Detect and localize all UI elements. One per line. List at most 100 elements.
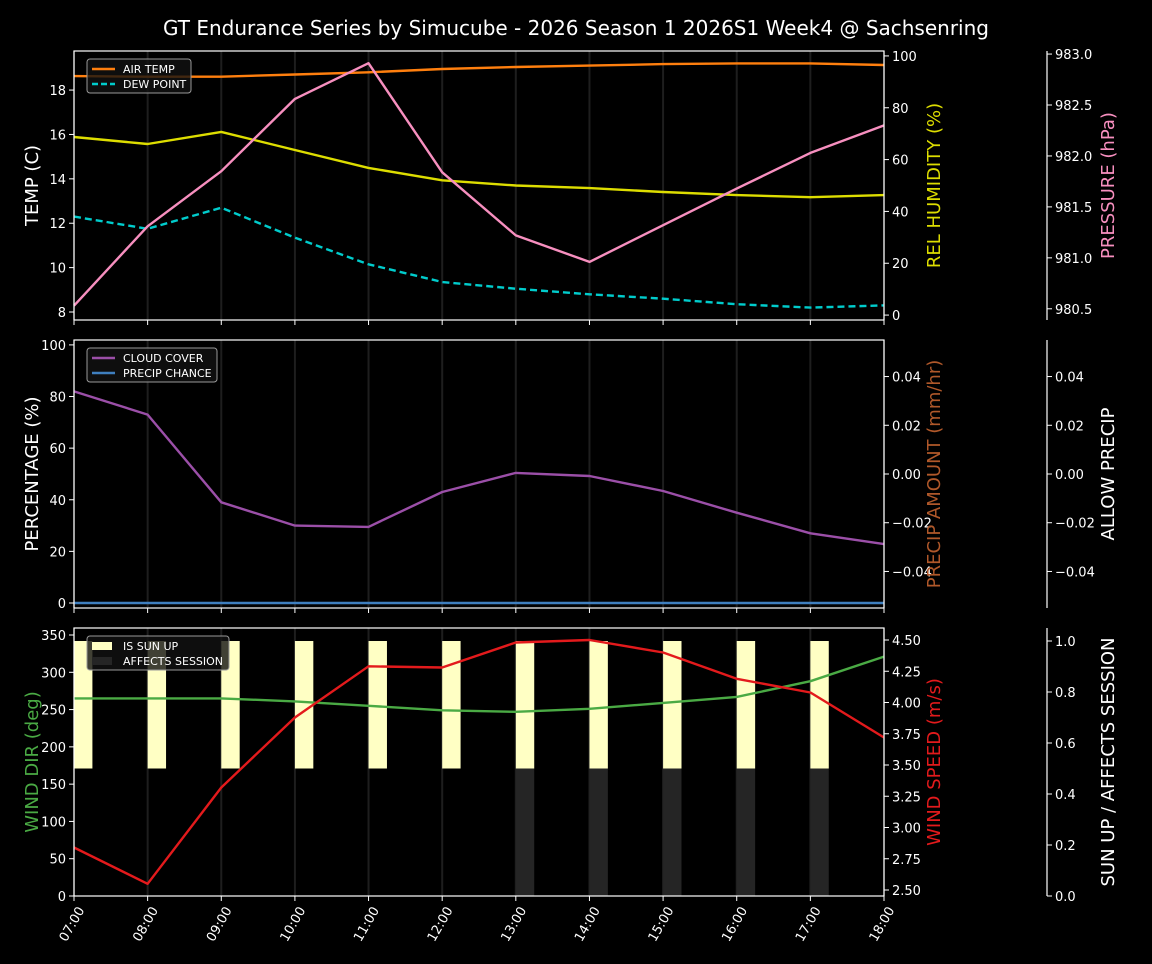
x-tick-label: 16:00 (719, 905, 751, 945)
legend: CLOUD COVER PRECIP CHANCE (86, 347, 218, 383)
bar-affects-session (663, 768, 682, 896)
bar-is-sun-up (442, 641, 461, 769)
y-tick-label: 0.02 (892, 419, 921, 434)
y-tick-label: 60 (892, 154, 909, 169)
y-tick-label: 0 (58, 890, 66, 905)
y-tick-label: −0.04 (892, 565, 932, 580)
x-tick-label: 17:00 (793, 905, 825, 945)
y-tick-label: 982.0 (1055, 150, 1092, 165)
bar-affects-session (810, 768, 829, 896)
rel-humidity-line (73, 130, 885, 199)
bar-is-sun-up (368, 641, 387, 769)
y-tick-label: −0.04 (1055, 565, 1095, 580)
y-tick-label: 8 (58, 306, 66, 321)
dew-point-line (73, 206, 885, 309)
y-tick-label: 10 (49, 262, 66, 277)
y-tick-label: −0.02 (892, 517, 932, 532)
y-tick-label: 0.4 (1055, 788, 1076, 803)
y-tick-label: 0.04 (1055, 371, 1084, 386)
x-tick-label: 13:00 (498, 905, 530, 945)
y-tick-label: 14 (49, 173, 66, 188)
y-tick-label: 2.50 (892, 884, 921, 899)
y-tick-label: 40 (49, 494, 66, 509)
axis-label: PRESSURE (hPa) (1098, 112, 1119, 259)
bar-is-sun-up (736, 641, 756, 769)
legend-box (86, 635, 230, 671)
y-tick-label: 40 (892, 205, 909, 220)
panel-2: 0 20 40 60 80 100 PERCENTAGE (%) −0.04 −0.02 0.00… (22, 339, 1119, 613)
y-tick-label: −0.02 (1055, 517, 1095, 532)
y-tick-label: 20 (892, 257, 909, 272)
bar-is-sun-up (221, 641, 240, 769)
x-tick-label: 14:00 (572, 905, 604, 945)
wind-dir-deg-line (74, 655, 885, 713)
y-tick-label: 20 (49, 545, 66, 560)
pressure-hpa-line (73, 62, 885, 307)
y-tick-label: 350 (41, 629, 66, 644)
y-tick-label: 0.0 (1055, 890, 1076, 905)
y-tick-label: 80 (49, 391, 66, 406)
y-tick-label: 0.04 (892, 371, 921, 386)
plot-frame (73, 50, 885, 321)
legend-label: IS SUN UP (123, 640, 179, 653)
y-tick-label: 60 (49, 442, 66, 457)
legend-label: AFFECTS SESSION (123, 655, 223, 668)
y-tick-label: 983.0 (1055, 48, 1092, 63)
y-tick-label: 3.75 (892, 728, 921, 743)
axis-label: REL HUMIDITY (%) (924, 103, 945, 268)
legend-box (86, 347, 218, 383)
y-tick-label: 200 (41, 741, 66, 756)
bar-affects-session (589, 768, 608, 896)
axis-label: PRECIP AMOUNT (mm/hr) (924, 360, 945, 589)
y-tick-label: 0.6 (1055, 737, 1076, 752)
bar-affects-session (736, 768, 756, 896)
bar-is-sun-up (147, 641, 167, 769)
legend: IS SUN UP AFFECTS SESSION (86, 635, 230, 671)
y-tick-label: 980.5 (1055, 303, 1092, 318)
y-tick-label: 100 (41, 815, 66, 830)
x-tick-label: 10:00 (278, 905, 310, 945)
x-tick-label: 08:00 (130, 905, 162, 945)
bar-is-sun-up (74, 641, 93, 769)
y-tick-label: 12 (49, 217, 66, 232)
y-tick-label: 4.50 (892, 634, 921, 649)
legend: AIR TEMP DEW POINT (86, 58, 192, 94)
bar-is-sun-up (810, 641, 829, 769)
legend-label: AIR TEMP (123, 63, 175, 76)
bar-is-sun-up (663, 641, 682, 769)
y-tick-label: 100 (892, 50, 917, 65)
y-tick-label: 1.0 (1055, 635, 1076, 650)
y-tick-label: 300 (41, 666, 66, 681)
y-tick-label: 3.25 (892, 790, 921, 805)
wind-speed-m-s-line (73, 638, 885, 885)
y-tick-label: 0.2 (1055, 839, 1076, 854)
legend-label: PRECIP CHANCE (123, 367, 212, 380)
y-tick-label: 150 (41, 778, 66, 793)
y-tick-label: 0.00 (892, 468, 921, 483)
y-tick-label: 50 (49, 853, 66, 868)
y-tick-label: 0 (58, 597, 66, 612)
legend-label: CLOUD COVER (123, 352, 204, 365)
legend-swatch (92, 657, 112, 665)
axis-label: TEMP (C) (22, 145, 43, 227)
bar-is-sun-up (589, 641, 608, 769)
y-tick-label: 80 (892, 102, 909, 117)
y-tick-label: 0.00 (1055, 468, 1084, 483)
x-tick-label: 07:00 (57, 905, 89, 945)
panel-1: 8 10 12 14 16 18 TEMP (C) 0 20 40 60 80 100 REL HUMID… (22, 48, 1119, 325)
panel-3: 0 50 100 150 200 250 300 350 WIND DIR (deg) 2.50 2… (22, 627, 1119, 905)
y-tick-label: 3.00 (892, 822, 921, 837)
y-tick-label: 100 (41, 339, 66, 354)
legend-label: DEW POINT (123, 78, 187, 91)
y-tick-label: 4.00 (892, 697, 921, 712)
bar-is-sun-up (515, 641, 535, 769)
y-tick-label: 2.75 (892, 853, 921, 868)
bar-is-sun-up (294, 641, 314, 769)
legend-swatch (92, 642, 112, 650)
axis-label: PERCENTAGE (%) (22, 396, 43, 551)
y-tick-label: 982.5 (1055, 99, 1092, 114)
y-tick-label: 0.02 (1055, 419, 1084, 434)
y-tick-label: 981.5 (1055, 201, 1092, 216)
axis-label: ALLOW PRECIP (1098, 407, 1119, 540)
